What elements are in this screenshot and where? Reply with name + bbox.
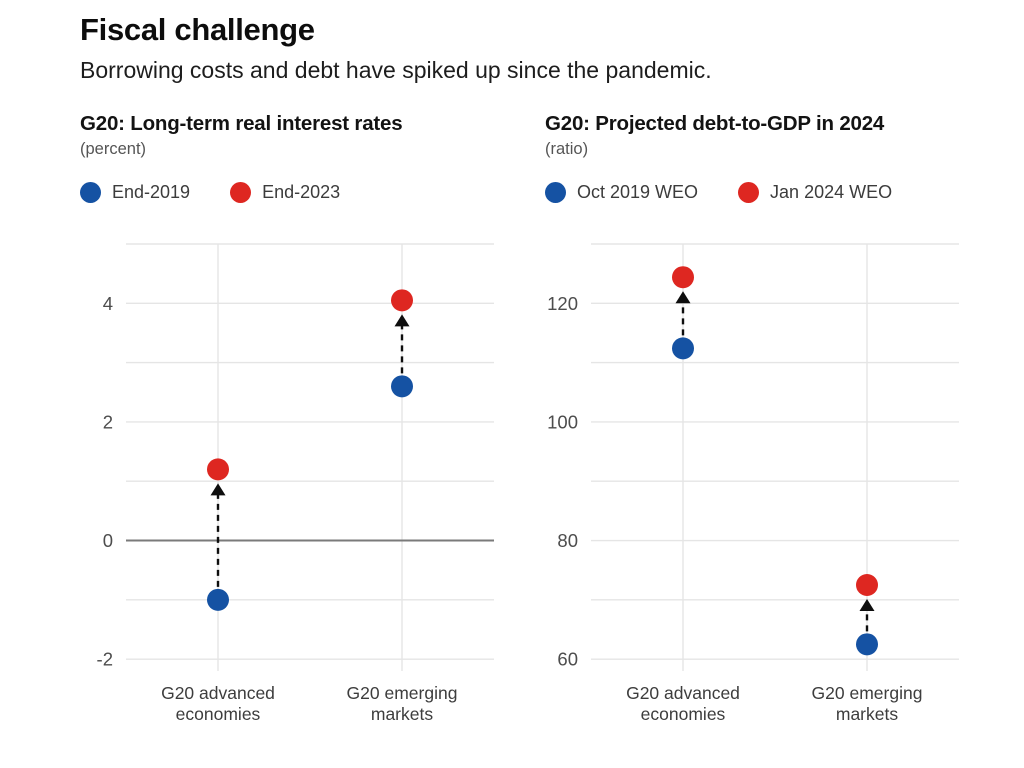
y-tick-label: 0 <box>103 530 113 551</box>
figure: Fiscal challenge Borrowing costs and deb… <box>80 12 994 729</box>
legend: Oct 2019 WEO Jan 2024 WEO <box>545 181 975 205</box>
legend-item: Oct 2019 WEO <box>545 182 699 204</box>
chart-title: G20: Projected debt-to-GDP in 2024 <box>545 112 885 136</box>
y-tick-label: 2 <box>103 411 113 432</box>
y-tick-label: 80 <box>557 530 578 551</box>
legend-dot-icon <box>738 182 760 204</box>
legend-item: Jan 2024 WEO <box>738 182 893 204</box>
y-tick-label: 120 <box>547 293 578 314</box>
category-label: G20 advanced economies <box>626 683 740 724</box>
chart-unit-label: (percent) <box>80 139 147 158</box>
y-tick-label: -2 <box>97 648 113 669</box>
legend-item: End-2023 <box>230 182 341 204</box>
data-point <box>207 588 229 611</box>
change-arrow-head-icon <box>859 598 875 611</box>
data-point <box>207 458 229 481</box>
legend: End-2019 End-2023 <box>80 181 510 205</box>
page-subtitle: Borrowing costs and debt have spiked up … <box>80 56 712 83</box>
data-point <box>856 573 878 596</box>
legend-label: End-2023 <box>262 182 341 203</box>
legend-item: End-2019 <box>80 182 191 204</box>
legend-dot-icon <box>230 182 252 204</box>
data-point <box>672 266 694 289</box>
change-arrow-head-icon <box>675 291 691 304</box>
data-point <box>856 633 878 656</box>
panel-interest-rates: G20: Long-term real interest rates (perc… <box>80 112 510 729</box>
y-tick-label: 4 <box>103 293 113 314</box>
legend-label: End-2019 <box>112 182 191 203</box>
change-arrow-head-icon <box>394 314 410 327</box>
legend-dot-icon <box>80 182 101 204</box>
legend-label: Jan 2024 WEO <box>770 182 893 203</box>
change-arrow-head-icon <box>210 483 226 496</box>
chart-title: G20: Long-term real interest rates <box>80 112 403 136</box>
y-tick-label: 60 <box>557 648 578 669</box>
y-tick-label: 100 <box>547 411 578 432</box>
panel-debt-to-gdp: G20: Projected debt-to-GDP in 2024 (rati… <box>545 112 975 729</box>
chart-unit-label: (ratio) <box>545 139 589 158</box>
legend-dot-icon <box>545 182 566 204</box>
dot-plot-interest-rates: 4 2 0 -2 G20 advanced economies G20 emerging ma… <box>97 243 494 724</box>
category-label: G20 advanced economies <box>161 683 275 724</box>
data-point <box>672 337 694 360</box>
data-point <box>391 289 413 312</box>
legend-label: Oct 2019 WEO <box>577 182 699 203</box>
dot-plot-debt-to-gdp: 120 100 80 60 G20 advanced economies G20 emerg… <box>547 243 959 724</box>
category-label: G20 emerging markets <box>347 683 458 724</box>
category-label: G20 emerging markets <box>812 683 923 724</box>
data-point <box>391 375 413 398</box>
charts-row: G20: Long-term real interest rates (perc… <box>80 112 994 729</box>
page-title: Fiscal challenge <box>80 12 315 47</box>
